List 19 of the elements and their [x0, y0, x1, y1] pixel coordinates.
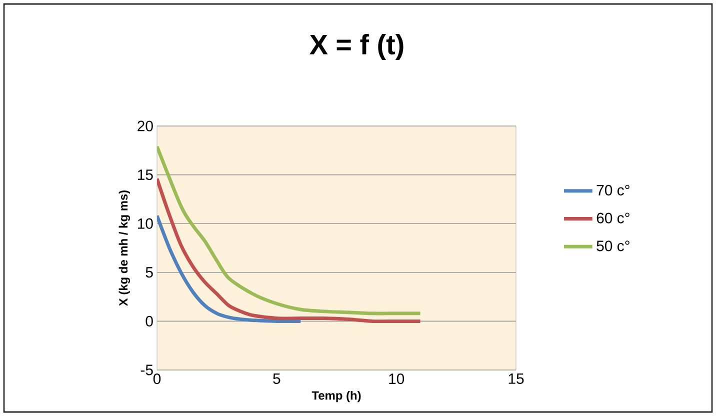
line-series [157, 176, 422, 324]
y-axis-title: X (kg de mh / kg ms) [118, 190, 130, 306]
x-tick-label: 0 [153, 374, 161, 384]
x-tick-label: 15 [508, 374, 524, 384]
y-tick-label: 5 [146, 267, 153, 278]
y-tick-label: 10 [138, 218, 153, 229]
y-tick-label: 20 [138, 120, 153, 132]
legend-label: 50 c° [596, 240, 630, 252]
x-tick-label: 5 [273, 374, 280, 384]
y-tick-label: -5 [140, 364, 153, 376]
y-tick-label: 15 [138, 170, 153, 180]
legend-label: 60 c° [596, 212, 630, 224]
legend-label: 70 c° [596, 184, 630, 196]
x-tick-label: 10 [389, 374, 404, 384]
x-axis-title: Temp (h) [312, 390, 361, 402]
y-tick-label: 0 [146, 316, 153, 326]
line-series [157, 214, 302, 324]
line-series [157, 144, 422, 316]
chart-title: X = f (t) [310, 34, 404, 60]
